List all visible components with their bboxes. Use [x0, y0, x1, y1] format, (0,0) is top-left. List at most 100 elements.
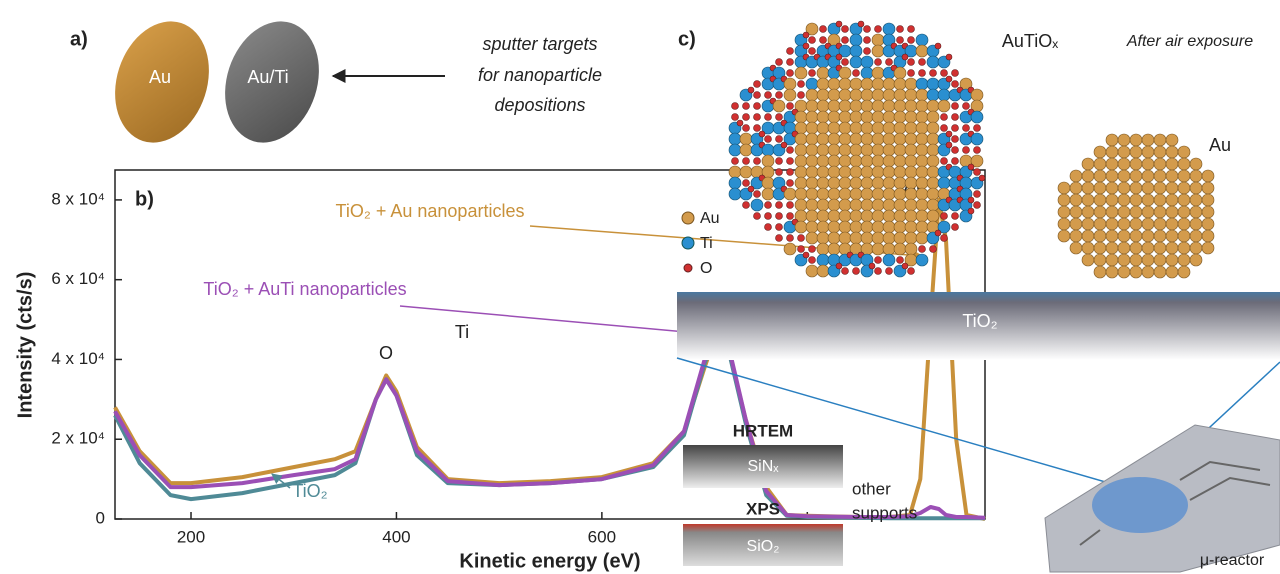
atom [926, 165, 940, 179]
atom [937, 99, 951, 113]
atom [764, 201, 772, 209]
atom [871, 165, 885, 179]
atom [882, 220, 896, 234]
atom [1129, 157, 1143, 171]
series-label: TiO₂ + AuTi nanoparticles [203, 279, 406, 299]
atom [775, 157, 783, 165]
atom [808, 36, 816, 44]
atom [1165, 133, 1179, 147]
atom [747, 185, 755, 193]
atom [731, 113, 739, 121]
atom [816, 154, 830, 168]
atom [882, 176, 896, 190]
atom [1141, 229, 1155, 243]
atom [874, 25, 882, 33]
atom [816, 121, 830, 135]
atom [775, 212, 783, 220]
atom [871, 209, 885, 223]
atom [835, 53, 843, 61]
atom [1165, 181, 1179, 195]
caption: sputter targets [482, 34, 597, 54]
atom [904, 231, 918, 245]
atom [827, 198, 841, 212]
atom [871, 110, 885, 124]
atom [1093, 265, 1107, 279]
atom [827, 220, 841, 234]
atom [973, 168, 981, 176]
atom [882, 242, 896, 256]
atom [797, 245, 805, 253]
atom [915, 132, 929, 146]
atom [849, 176, 863, 190]
atom [805, 143, 819, 157]
atom [951, 69, 959, 77]
atom [816, 110, 830, 124]
atom [742, 124, 750, 132]
atom [904, 88, 918, 102]
atom [871, 33, 885, 47]
atom [849, 88, 863, 102]
atom [1105, 241, 1119, 255]
atom [896, 256, 904, 264]
atom [940, 212, 948, 220]
atom [816, 231, 830, 245]
atom [937, 220, 951, 234]
series-label: TiO₂ + Au nanoparticles [336, 201, 525, 221]
atom [827, 132, 841, 146]
atom [915, 187, 929, 201]
atom [794, 165, 808, 179]
atom [945, 75, 953, 83]
legend-label: Ti [700, 235, 713, 252]
atom [904, 77, 918, 91]
atom [951, 80, 959, 88]
atom [747, 86, 755, 94]
target-label: Au/Ti [247, 67, 288, 87]
atom [1105, 169, 1119, 183]
atom [838, 220, 852, 234]
atom [750, 198, 764, 212]
atom [904, 110, 918, 124]
series-line [113, 329, 985, 521]
atom [970, 154, 984, 168]
atom [1177, 181, 1191, 195]
x-axis-label: Kinetic energy (eV) [459, 550, 640, 572]
atom [739, 132, 753, 146]
atom [871, 88, 885, 102]
atom [901, 262, 909, 270]
atom [753, 212, 761, 220]
atom [849, 77, 863, 91]
atom [786, 69, 794, 77]
atom [1105, 157, 1119, 171]
atom [1177, 193, 1191, 207]
atom [915, 220, 929, 234]
atom [940, 124, 948, 132]
atom [841, 25, 849, 33]
atom [764, 135, 772, 143]
atom [860, 132, 874, 146]
atom [794, 220, 808, 234]
y-tick-label: 2 x 10⁴ [51, 429, 105, 448]
atom [827, 88, 841, 102]
atom [802, 42, 810, 50]
support-label: SiO₂ [747, 538, 780, 555]
atom [893, 121, 907, 135]
atom [827, 209, 841, 223]
atom [962, 124, 970, 132]
atom [1129, 229, 1143, 243]
atom [775, 91, 783, 99]
tio2-support [677, 292, 1280, 360]
atom [1165, 229, 1179, 243]
atom [1141, 169, 1155, 183]
atom [893, 198, 907, 212]
atom [739, 165, 753, 179]
atom [926, 99, 940, 113]
atom [753, 157, 761, 165]
atom [802, 31, 810, 39]
atom [1165, 205, 1179, 219]
atom [893, 88, 907, 102]
atom [1153, 157, 1167, 171]
atom [1129, 145, 1143, 159]
atom [1117, 217, 1131, 231]
series-label: TiO₂ [292, 481, 327, 501]
